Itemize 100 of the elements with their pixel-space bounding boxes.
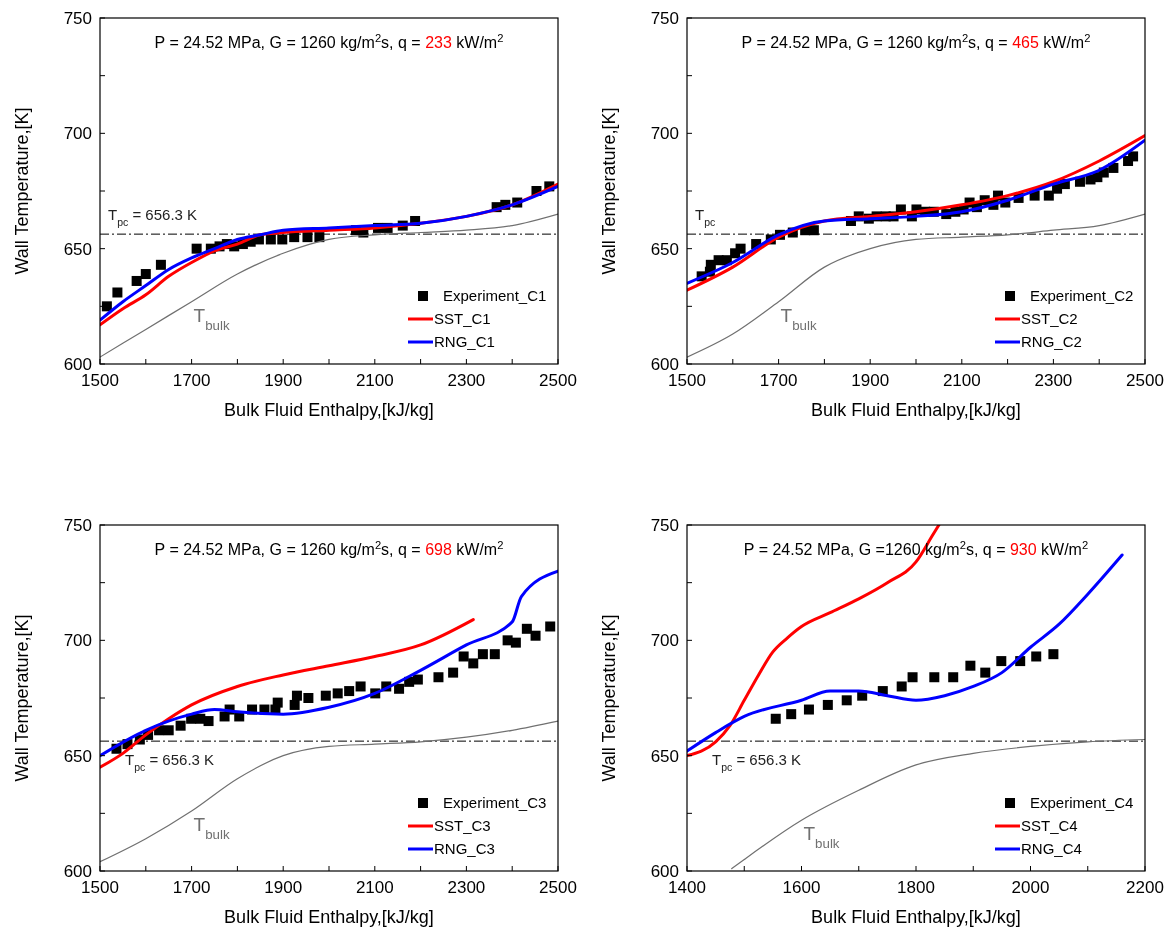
- point: [530, 630, 541, 641]
- line-series: [731, 738, 1145, 870]
- y-tick-label: 600: [650, 862, 679, 881]
- y-tick-label: 750: [650, 9, 679, 28]
- legend-label: SST_C4: [1021, 817, 1078, 834]
- y-tick-label: 600: [650, 355, 679, 374]
- point: [948, 672, 959, 683]
- x-tick-label: 1600: [782, 878, 821, 897]
- x-tick-label: 2500: [539, 371, 577, 390]
- point: [841, 695, 852, 706]
- point: [965, 660, 976, 671]
- point: [112, 287, 123, 298]
- y-tick-label: 600: [63, 355, 92, 374]
- point: [907, 672, 918, 683]
- point: [770, 713, 781, 724]
- point: [272, 697, 283, 708]
- x-tick-label: 2000: [1011, 878, 1050, 897]
- point: [277, 234, 288, 245]
- point: [291, 690, 302, 701]
- legend-label: SST_C1: [434, 310, 491, 327]
- x-tick-label: 2200: [1126, 878, 1164, 897]
- x-tick-label: 1700: [172, 878, 211, 897]
- point: [155, 259, 166, 270]
- x-tick-label: 2300: [447, 371, 486, 390]
- point: [1048, 649, 1059, 660]
- x-tick-label: 1900: [264, 371, 303, 390]
- point: [433, 672, 444, 683]
- point: [448, 667, 459, 678]
- legend-label: SST_C3: [434, 817, 491, 834]
- x-tick-label: 1900: [264, 878, 303, 897]
- point: [412, 674, 423, 685]
- y-tick-label: 700: [63, 631, 92, 651]
- point: [1128, 151, 1139, 162]
- y-tick-label: 750: [63, 9, 92, 28]
- point: [477, 649, 488, 660]
- point: [808, 225, 819, 236]
- x-tick-label: 1400: [668, 878, 706, 897]
- series-label: T$_{bulk}$: [803, 823, 840, 851]
- y-tick-label: 700: [650, 124, 679, 144]
- point: [980, 667, 991, 678]
- ref-line-label: T$_{pc}$ = 656.3 K: [712, 751, 802, 774]
- text: P = 24.52 MPa, G = 1260 kg/m$^{2}$s, q = 233 kW/m$^{2}$: [154, 32, 504, 51]
- x-tick-label: 1900: [851, 371, 890, 390]
- y-tick-label: 650: [63, 239, 92, 259]
- y-tick-label: 750: [63, 516, 92, 535]
- x-tick-label: 2500: [539, 878, 577, 897]
- point: [458, 651, 469, 662]
- y-tick-label: 650: [63, 746, 92, 766]
- point: [545, 621, 556, 632]
- point: [101, 301, 112, 312]
- series-label: T$_{bulk}$: [193, 304, 230, 333]
- y-tick-label: 650: [650, 239, 679, 259]
- y-axis-title: Wall Temperature,[K]: [599, 107, 619, 275]
- point: [320, 690, 331, 701]
- point: [303, 693, 314, 703]
- x-tick-label: 1500: [81, 878, 119, 897]
- ref-line-label: T$_{pc}$ = 656.3 K: [125, 751, 215, 774]
- point: [140, 269, 151, 280]
- legend-label: RNG_C4: [1021, 840, 1082, 857]
- x-tick-label: 2300: [447, 878, 486, 897]
- ref-line-label: T$_{pc}$ = 656.3 K: [108, 206, 198, 229]
- legend-label: Experiment_C2: [1030, 287, 1134, 304]
- point: [394, 683, 405, 694]
- legend-label: RNG_C3: [434, 840, 495, 857]
- point: [896, 681, 907, 692]
- series-label: T$_{bulk}$: [193, 814, 230, 842]
- point: [191, 243, 202, 254]
- legend-label: Experiment_C3: [443, 794, 547, 811]
- legend-label: RNG_C1: [434, 333, 495, 350]
- point: [489, 649, 500, 660]
- legend-label: SST_C2: [1021, 310, 1078, 327]
- x-tick-label: 1700: [172, 371, 211, 390]
- point: [344, 686, 355, 697]
- y-tick-label: 650: [650, 746, 679, 766]
- y-tick-label: 700: [650, 631, 679, 651]
- y-axis-title: Wall Temperature,[K]: [599, 614, 619, 782]
- text: P = 24.52 MPa, G =1260 kg/m$^{2}$s, q = 930 kW/m$^{2}$: [743, 539, 1089, 558]
- y-tick-label: 700: [63, 124, 92, 144]
- point: [203, 716, 214, 727]
- x-axis-title: Bulk Fluid Enthalpy,[kJ/kg]: [811, 400, 1021, 420]
- point: [314, 232, 325, 243]
- point: [1031, 651, 1042, 662]
- x-tick-label: 2500: [1126, 371, 1164, 390]
- ref-line-label: T$_{pc}$: [695, 206, 716, 229]
- x-tick-label: 2100: [355, 371, 394, 390]
- y-tick-label: 600: [63, 862, 92, 881]
- x-tick-label: 2300: [1034, 371, 1073, 390]
- point: [302, 232, 313, 243]
- point: [332, 688, 343, 699]
- point: [131, 275, 142, 286]
- legend-label: Experiment_C4: [1030, 794, 1134, 811]
- x-axis-title: Bulk Fluid Enthalpy,[kJ/kg]: [224, 907, 434, 927]
- point: [786, 709, 797, 720]
- y-axis-title: Wall Temperature,[K]: [12, 107, 32, 275]
- point: [163, 725, 174, 736]
- y-axis-title: Wall Temperature,[K]: [12, 614, 32, 782]
- point: [996, 656, 1007, 667]
- x-tick-label: 2100: [942, 371, 981, 390]
- point: [521, 623, 532, 634]
- legend-label: RNG_C2: [1021, 333, 1082, 350]
